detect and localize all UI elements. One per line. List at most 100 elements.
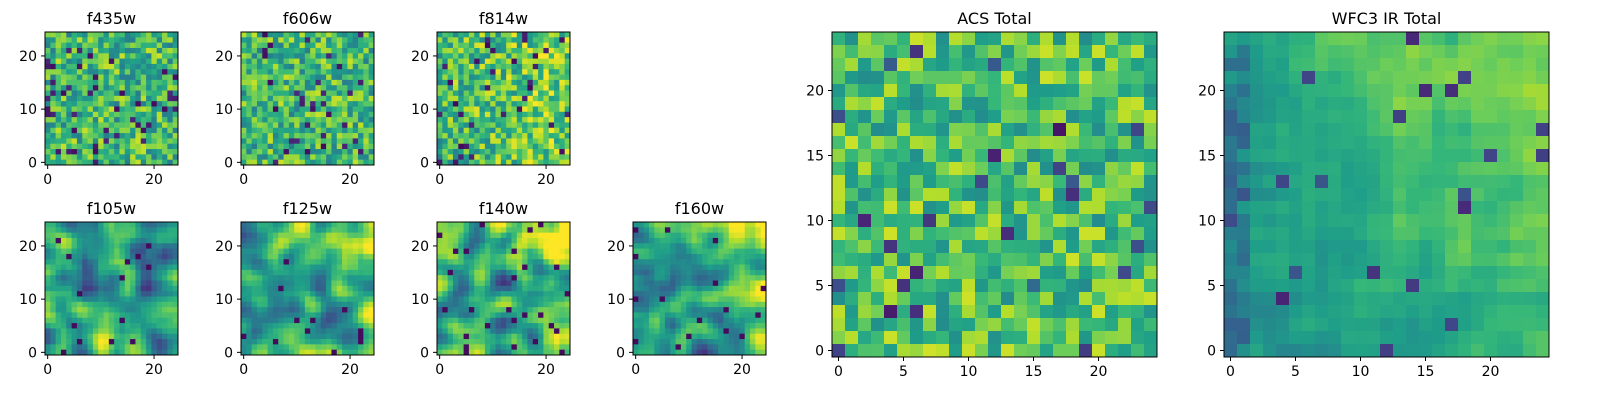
heatmap-cell [516, 237, 523, 244]
heatmap-cell [1105, 227, 1119, 241]
heatmap-cell [988, 214, 1002, 228]
heatmap-cell [750, 248, 756, 255]
heatmap-cell [92, 275, 99, 281]
heatmap-cell [310, 63, 316, 70]
heatmap-cell [347, 95, 354, 102]
heatmap-cell [633, 248, 639, 255]
heatmap-cell [910, 84, 924, 98]
heatmap-cell [1079, 84, 1093, 98]
heatmap-cell [241, 63, 247, 70]
heatmap-cell [352, 248, 359, 255]
heatmap-cell [347, 117, 354, 123]
heatmap-cell [871, 266, 885, 280]
heatmap-cell [103, 237, 110, 244]
heatmap-cell [262, 85, 268, 91]
heatmap-cell [288, 237, 295, 244]
heatmap-cell [554, 58, 560, 65]
heatmap-cell [241, 79, 247, 86]
heatmap-cell [511, 232, 518, 239]
heatmap-cell [923, 84, 937, 98]
heatmap-cell [156, 269, 163, 276]
heatmap-cell [484, 285, 491, 292]
heatmap-cell [548, 159, 555, 166]
heatmap-cell [490, 85, 496, 91]
heatmap-cell [60, 127, 67, 134]
heatmap-cell [923, 292, 937, 306]
heatmap-cell [1027, 188, 1041, 202]
heatmap-cell [516, 275, 523, 281]
heatmap-cell [633, 253, 639, 260]
heatmap-cell [363, 149, 370, 155]
heatmap-cell [484, 328, 491, 335]
heatmap-cell [45, 69, 51, 75]
heatmap-cell [936, 71, 950, 85]
heatmap-cell [98, 95, 104, 102]
heatmap-cell [358, 349, 364, 356]
heatmap-cell [543, 280, 550, 287]
heatmap-cell [654, 237, 660, 244]
heatmap-cell [474, 106, 480, 113]
axes-frame [436, 31, 571, 166]
heatmap-cell [474, 74, 480, 81]
heatmap-cell [71, 344, 78, 351]
heatmap-cell [55, 74, 62, 81]
heatmap-cell [278, 32, 284, 38]
heatmap-cell [347, 101, 354, 107]
heatmap-cell [975, 149, 989, 163]
heatmap-cell [437, 296, 443, 303]
heatmap-cell [442, 122, 449, 129]
heatmap-cell [564, 280, 571, 287]
heatmap-cell [315, 58, 322, 65]
heatmap-cell [949, 214, 963, 228]
heatmap-cell [92, 69, 99, 75]
heatmap-cell [60, 349, 67, 356]
heatmap-cell [739, 285, 746, 292]
heatmap-cell [712, 253, 719, 260]
heatmap-cell [119, 32, 126, 38]
heatmap-cell [633, 317, 639, 324]
heatmap-cell [262, 58, 268, 65]
heatmap-cell [162, 248, 168, 255]
heatmap-cell [718, 301, 724, 308]
heatmap-cell [342, 291, 348, 297]
heatmap-cell [923, 162, 937, 176]
heatmap-cell [564, 106, 571, 113]
heatmap-cell [437, 312, 443, 319]
heatmap-cell [447, 111, 454, 118]
heatmap-cell [278, 37, 284, 44]
heatmap-cell [331, 117, 338, 123]
heatmap-cell [278, 149, 284, 155]
heatmap-cell [538, 106, 544, 113]
heatmap-cell [241, 264, 247, 271]
heatmap-cell [368, 301, 375, 308]
heatmap-cell [251, 63, 258, 70]
heatmap-cell [659, 296, 666, 303]
heatmap-cell [923, 240, 937, 254]
heatmap-cell [310, 243, 316, 249]
heatmap-cell [734, 264, 740, 271]
heatmap-cell [130, 63, 136, 70]
heatmap-cell [299, 339, 306, 345]
heatmap-cell [347, 133, 354, 139]
heatmap-cell [167, 344, 174, 351]
heatmap-cell [114, 79, 120, 86]
heatmap-cell [363, 312, 370, 319]
heatmap-cell [712, 248, 719, 255]
heatmap-cell [151, 227, 158, 234]
heatmap-cell [82, 101, 88, 107]
heatmap-cell [654, 312, 660, 319]
heatmap-cell [527, 333, 534, 340]
heatmap-cell [474, 47, 480, 54]
heatmap-cell [92, 307, 99, 313]
heatmap-cell [108, 317, 115, 324]
heatmap-cell [60, 69, 67, 75]
heatmap-cell [288, 296, 295, 303]
heatmap-cell [702, 264, 708, 271]
heatmap-cell [336, 232, 343, 239]
heatmap-cell [310, 133, 316, 139]
heatmap-cell [718, 291, 724, 297]
heatmap-cell [283, 349, 290, 356]
heatmap-cell [283, 232, 290, 239]
heatmap-cell [167, 291, 174, 297]
heatmap-cell [760, 317, 767, 324]
